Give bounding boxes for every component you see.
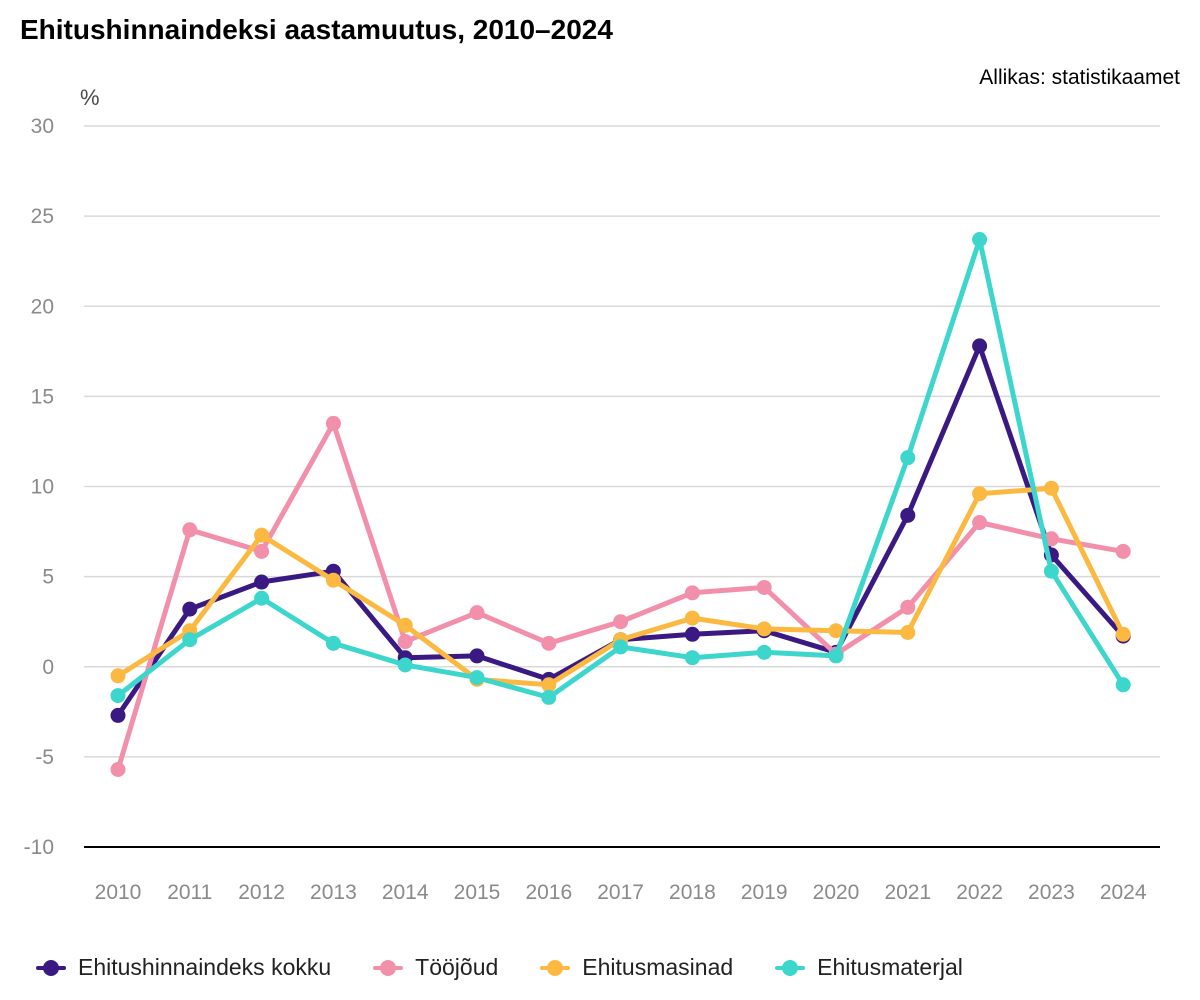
data-point[interactable]	[110, 761, 126, 777]
y-tick-label: 5	[42, 566, 54, 589]
data-point[interactable]	[828, 648, 844, 664]
data-point[interactable]	[469, 670, 485, 686]
grid-layer	[84, 125, 1160, 848]
y-tick-label: -10	[24, 836, 54, 859]
x-tick-label: 2023	[1028, 881, 1075, 904]
data-point[interactable]	[1043, 563, 1059, 579]
legend-swatch	[36, 958, 66, 978]
series-2	[110, 415, 1131, 777]
data-point[interactable]	[613, 639, 629, 655]
x-tick-label: 2024	[1100, 881, 1147, 904]
data-point[interactable]	[756, 644, 772, 660]
x-tick-label: 2014	[382, 881, 429, 904]
data-point[interactable]	[972, 515, 988, 531]
legend-label: Ehitushinnaindeks kokku	[78, 954, 332, 980]
x-tick-label: 2010	[95, 881, 142, 904]
series-layer	[110, 232, 1131, 777]
data-point[interactable]	[182, 601, 198, 617]
x-tick-label: 2021	[884, 881, 931, 904]
series-4	[110, 232, 1131, 705]
data-point[interactable]	[900, 625, 916, 641]
y-tick-label: 25	[31, 205, 54, 228]
x-tick-label: 2013	[310, 881, 357, 904]
data-point[interactable]	[828, 623, 844, 639]
x-tick-label: 2016	[525, 881, 572, 904]
series-line	[115, 485, 1126, 688]
data-point[interactable]	[325, 415, 341, 431]
data-point[interactable]	[110, 668, 126, 684]
data-point[interactable]	[1115, 543, 1131, 559]
data-point[interactable]	[182, 632, 198, 648]
y-tick-label: 10	[31, 476, 54, 499]
data-point[interactable]	[900, 599, 916, 615]
x-tick-label: 2019	[741, 881, 788, 904]
x-tick-label: 2015	[454, 881, 501, 904]
data-point[interactable]	[254, 543, 270, 559]
legend-item[interactable]: Ehitusmaterjal	[775, 954, 963, 981]
data-point[interactable]	[1115, 677, 1131, 693]
x-tick-label: 2011	[167, 881, 212, 904]
data-point[interactable]	[254, 574, 270, 590]
data-point[interactable]	[684, 626, 700, 642]
y-tick-label: 15	[31, 385, 54, 408]
x-tick-label: 2018	[669, 881, 716, 904]
data-point[interactable]	[397, 657, 413, 673]
data-point[interactable]	[254, 590, 270, 606]
x-tick-label: 2012	[238, 881, 285, 904]
data-point[interactable]	[1115, 626, 1131, 642]
legend-swatch	[775, 958, 806, 978]
data-point[interactable]	[541, 677, 557, 693]
x-tick-label: 2022	[956, 881, 1003, 904]
y-tick-label: 20	[31, 295, 54, 318]
data-point[interactable]	[613, 614, 629, 630]
data-point[interactable]	[541, 635, 557, 651]
data-point[interactable]	[756, 621, 772, 637]
legend-item[interactable]: Tööjõud	[373, 954, 498, 981]
legend-item[interactable]: Ehitushinnaindeks kokku	[36, 954, 331, 981]
chart-source: Allikas: statistikaamet	[979, 66, 1180, 89]
legend-swatch	[540, 958, 571, 978]
data-point[interactable]	[397, 634, 413, 650]
data-point[interactable]	[541, 689, 557, 705]
data-point[interactable]	[110, 688, 126, 704]
legend-label: Ehitusmasinad	[582, 954, 734, 980]
data-point[interactable]	[182, 522, 198, 538]
legend-label: Ehitusmaterjal	[817, 954, 963, 980]
data-point[interactable]	[684, 585, 700, 601]
data-point[interactable]	[756, 579, 772, 595]
data-point[interactable]	[110, 707, 126, 723]
data-point[interactable]	[972, 486, 988, 502]
data-point[interactable]	[900, 450, 916, 466]
legend-item[interactable]: Ehitusmasinad	[540, 954, 733, 981]
data-point[interactable]	[972, 338, 988, 354]
y-tick-label: -5	[35, 746, 54, 769]
data-point[interactable]	[900, 507, 916, 523]
data-point[interactable]	[1043, 480, 1059, 496]
legend-label: Tööjõud	[415, 954, 499, 980]
data-point[interactable]	[469, 605, 485, 621]
data-point[interactable]	[469, 648, 485, 664]
y-tick-label: 0	[42, 656, 54, 679]
data-point[interactable]	[325, 635, 341, 651]
legend-swatch	[373, 958, 404, 978]
y-tick-label: 30	[31, 115, 54, 138]
data-point[interactable]	[254, 527, 270, 543]
x-tick-label: 2020	[813, 881, 860, 904]
x-tick-label: 2017	[597, 881, 644, 904]
data-point[interactable]	[684, 610, 700, 626]
chart-title: Ehitushinnaindeksi aastamuutus, 2010–202…	[20, 14, 613, 45]
legend: Ehitushinnaindeks kokku Tööjõud Ehitusmasi…	[36, 954, 1005, 981]
data-point[interactable]	[397, 617, 413, 633]
data-point[interactable]	[684, 650, 700, 666]
y-axis-unit: %	[80, 85, 100, 110]
data-point[interactable]	[972, 232, 988, 248]
data-point[interactable]	[325, 572, 341, 588]
